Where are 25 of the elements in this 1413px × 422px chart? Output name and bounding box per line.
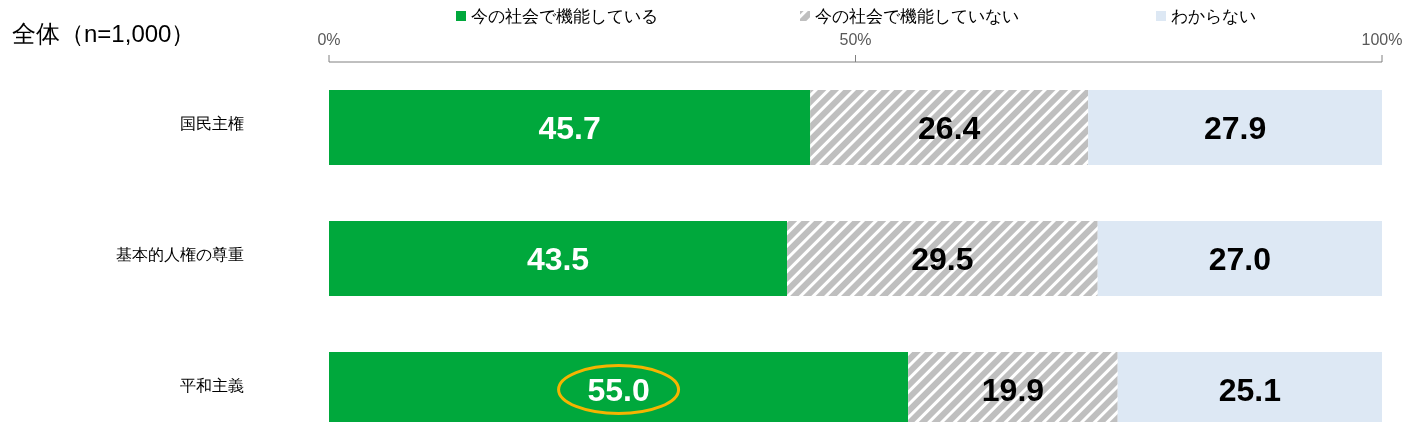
bar — [329, 90, 811, 165]
data-label: 29.5 — [911, 240, 974, 277]
data-label: 25.1 — [1218, 371, 1281, 408]
data-label: 19.9 — [981, 371, 1045, 408]
y-tick-label: 平和主義 — [180, 376, 244, 394]
data-label: 45.7 — [538, 109, 601, 146]
legend-label: わからない — [1171, 7, 1256, 26]
data-label: 26.4 — [918, 109, 981, 146]
legend-label: 今の社会で機能していない — [815, 7, 1019, 26]
bar — [1088, 90, 1382, 165]
y-tick-label: 基本的人権の尊重 — [116, 245, 244, 263]
data-label: 55.0 — [587, 371, 650, 408]
x-tick-label: 50% — [839, 31, 872, 48]
x-tick-label: 0% — [317, 31, 341, 48]
data-label: 43.5 — [526, 240, 590, 277]
data-label: 27.9 — [1203, 109, 1267, 146]
bar — [810, 90, 1089, 165]
legend-label: 今の社会で機能している — [471, 7, 658, 26]
x-tick-label: 100% — [1361, 31, 1403, 48]
bar — [787, 221, 1098, 296]
text: 全体（n=1,000） — [12, 20, 196, 47]
data-label: 27.0 — [1208, 240, 1271, 277]
y-tick-label: 国民主権 — [180, 114, 244, 132]
bar — [329, 221, 788, 296]
bar — [1097, 221, 1382, 296]
